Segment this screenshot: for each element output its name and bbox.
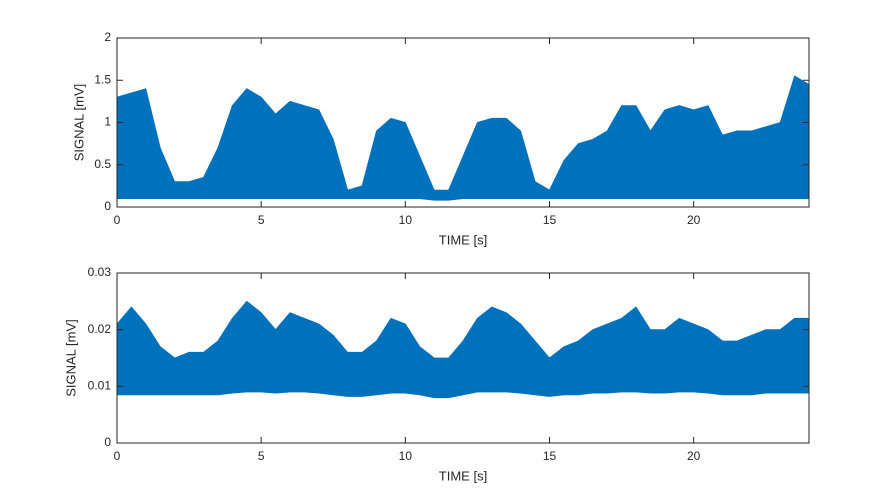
x-tick-label: 20 [687, 213, 701, 227]
y-tick-label: 0.03 [88, 265, 112, 279]
y-tick-label: 0.02 [88, 322, 112, 336]
x-axis-label: TIME [s] [439, 232, 487, 247]
x-axis-label: TIME [s] [439, 468, 487, 483]
x-tick-label: 10 [399, 449, 413, 463]
x-tick-label: 20 [687, 449, 701, 463]
x-tick-label: 15 [543, 449, 557, 463]
x-tick-label: 0 [114, 213, 121, 227]
y-tick-label: 2 [104, 30, 111, 44]
y-axis-label: SIGNAL [mV] [71, 84, 86, 162]
y-tick-label: 1 [104, 115, 111, 129]
y-tick-label: 0.5 [94, 157, 111, 171]
x-tick-label: 0 [114, 449, 121, 463]
y-tick-label: 0 [104, 199, 111, 213]
y-axis-label: SIGNAL [mV] [63, 319, 78, 397]
x-tick-label: 10 [399, 213, 413, 227]
axes-box [116, 272, 810, 444]
x-tick-label: 5 [258, 213, 265, 227]
x-tick-label: 5 [258, 449, 265, 463]
y-tick-label: 0 [104, 435, 111, 449]
y-tick-label: 1.5 [94, 72, 111, 86]
y-tick-label: 0.01 [88, 379, 112, 393]
x-tick-label: 15 [543, 213, 557, 227]
